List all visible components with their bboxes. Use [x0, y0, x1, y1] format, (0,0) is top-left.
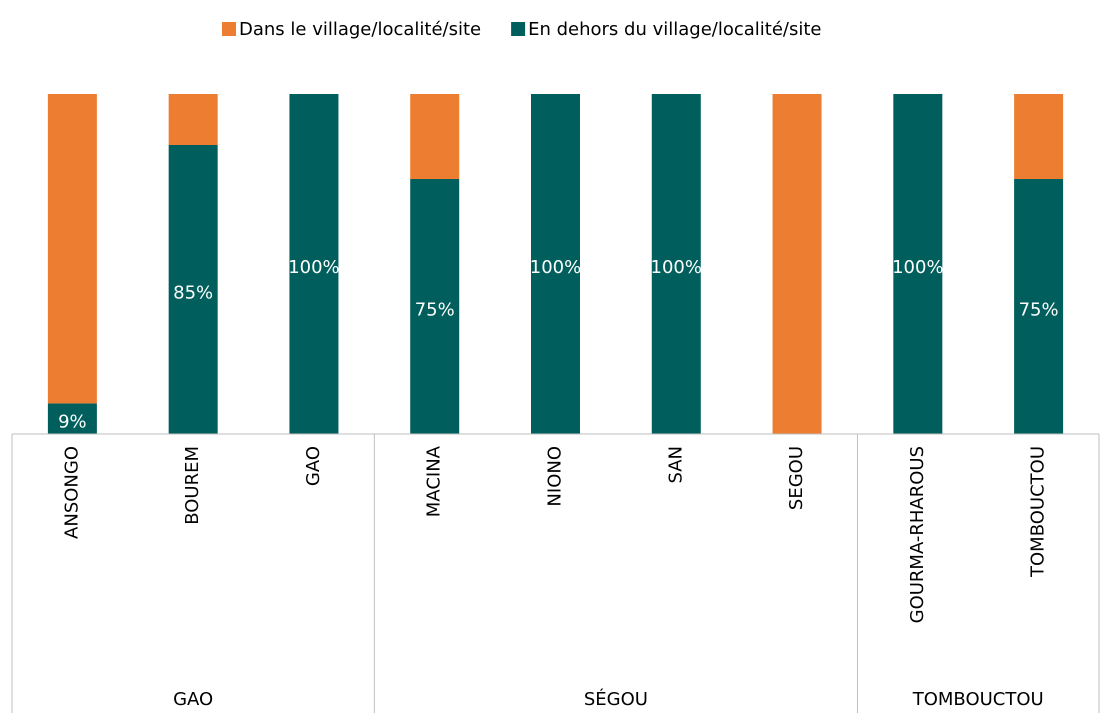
x-tick-label: GOURMA-RHAROUS: [907, 446, 928, 623]
bar-segment: [651, 94, 701, 434]
legend-label: Dans le village/localité/site: [239, 19, 481, 40]
data-label: 100%: [530, 257, 581, 278]
bar-segment: [772, 94, 822, 434]
legend-swatch: [511, 22, 526, 36]
bar-segment: [410, 94, 460, 179]
bar-segment: [893, 94, 943, 434]
x-tick-label: GAO: [303, 446, 324, 486]
group-label: TOMBOUCTOU: [912, 689, 1044, 710]
bar-segment: [289, 94, 339, 434]
data-label: 75%: [415, 300, 455, 321]
x-tick-label: NIONO: [545, 446, 566, 507]
data-label: 85%: [173, 283, 213, 304]
bar-segment: [410, 179, 460, 434]
data-label: 100%: [651, 257, 702, 278]
bar-segment: [1014, 94, 1064, 179]
data-label: 75%: [1019, 300, 1059, 321]
data-label: 100%: [892, 257, 943, 278]
legend-swatch: [222, 22, 236, 36]
bar-segment: [168, 145, 218, 434]
data-label: 100%: [288, 257, 339, 278]
data-label: 9%: [58, 412, 87, 433]
x-tick-label: MACINA: [424, 445, 445, 517]
group-label: GAO: [173, 689, 213, 710]
x-tick-label: BOUREM: [182, 446, 203, 525]
bar-segment: [168, 94, 218, 145]
bar-segment: [47, 403, 97, 434]
x-tick-label: SEGOU: [786, 446, 807, 510]
x-tick-label: SAN: [665, 446, 686, 484]
bar-segment: [531, 94, 580, 434]
bar-segment: [1014, 179, 1064, 434]
x-tick-label: TOMBOUCTOU: [1028, 446, 1049, 578]
x-tick-label: ANSONGO: [61, 446, 82, 539]
group-label: SÉGOU: [584, 688, 648, 710]
legend-label: En dehors du village/localité/site: [528, 19, 821, 40]
bar-segment: [47, 94, 97, 404]
